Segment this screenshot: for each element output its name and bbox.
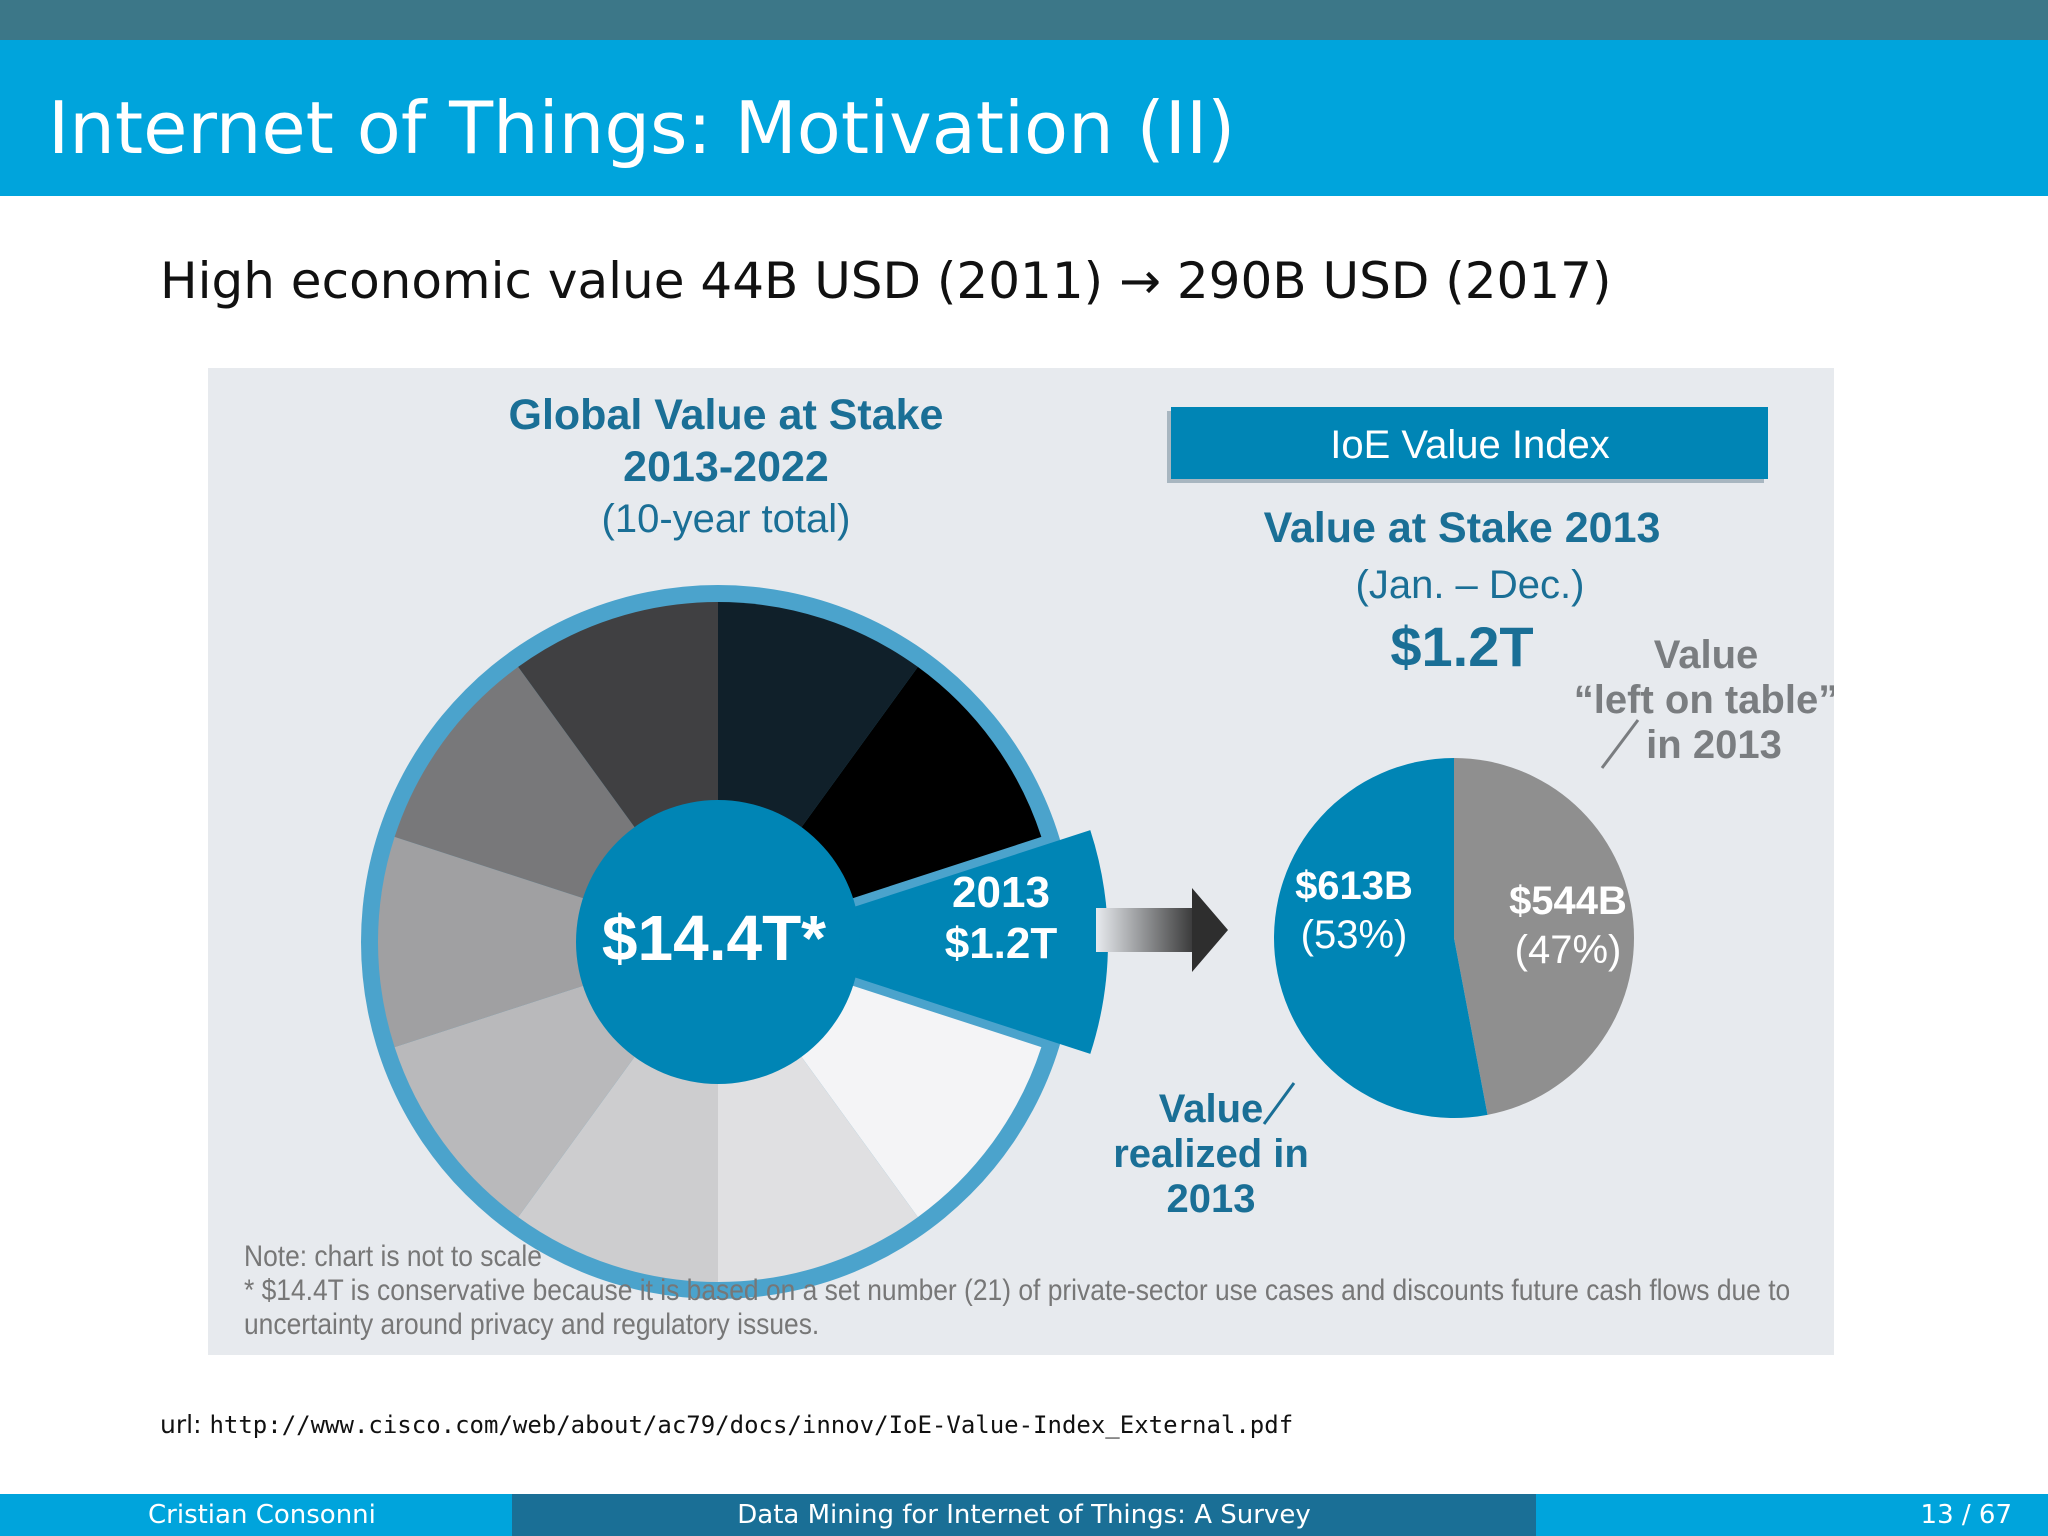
right-pie-slice-realized bbox=[1274, 758, 1488, 1118]
left-pie-slice-2013 bbox=[746, 830, 1108, 1054]
realized-value-label: $613B bbox=[1295, 864, 1413, 908]
arrow-right-icon bbox=[1096, 888, 1228, 972]
realized-callout-2: realized in bbox=[1113, 1132, 1309, 1176]
left-on-table-callout-2: “left on table” bbox=[1574, 678, 1834, 722]
chart-note: Note: chart is not to scale bbox=[244, 1240, 542, 1273]
realized-leader bbox=[1262, 1082, 1296, 1125]
left-on-table-callout-3: in 2013 bbox=[1646, 723, 1782, 767]
footer-page-number: 13 / 67 bbox=[1920, 1500, 2012, 1530]
center-circle bbox=[576, 800, 860, 1084]
index-box bbox=[1171, 407, 1768, 479]
url-prefix: url: bbox=[160, 1410, 202, 1439]
slide-title: Internet of Things: Motivation (II) bbox=[48, 86, 1236, 170]
title-bar bbox=[0, 40, 2048, 196]
right-chart-period: (Jan. – Dec.) bbox=[1356, 563, 1585, 607]
left-on-table-percent-label: (47%) bbox=[1515, 928, 1622, 972]
realized-callout-1: Value bbox=[1159, 1087, 1264, 1131]
url-link[interactable]: http://www.cisco.com/web/about/ac79/docs… bbox=[209, 1411, 1294, 1439]
footer-title-cell: Data Mining for Internet of Things: A Su… bbox=[512, 1494, 1536, 1536]
left-chart-subtitle: (10-year total) bbox=[602, 497, 851, 541]
right-pie-slices bbox=[1274, 758, 1635, 1118]
right-chart-total: $1.2T bbox=[1390, 615, 1533, 678]
footer-author: Cristian Consonni bbox=[148, 1500, 376, 1530]
wedge-value-label: $1.2T bbox=[945, 919, 1058, 968]
left-chart-title: Global Value at Stake bbox=[509, 391, 944, 439]
source-url: url: http://www.cisco.com/web/about/ac79… bbox=[160, 1410, 1293, 1439]
chart-footnote: * $14.4T is conservative because it is b… bbox=[244, 1274, 1791, 1341]
figure-notes: Note: chart is not to scale * $14.4T is … bbox=[244, 1240, 1790, 1342]
bullet-economic-value: High economic value 44B USD (2011) → 290… bbox=[160, 252, 1612, 310]
ioe-value-figure: Global Value at Stake 2013-2022 (10-year… bbox=[208, 368, 1834, 1355]
index-box-label: IoE Value Index bbox=[1330, 423, 1609, 467]
left-on-table-callout-1: Value bbox=[1654, 633, 1759, 677]
left-on-table-leader bbox=[1600, 719, 1640, 769]
left-pie-slice bbox=[377, 836, 718, 1048]
ioe-value-chart: Global Value at Stake 2013-2022 (10-year… bbox=[361, 391, 1834, 1299]
wedge-year-label: 2013 bbox=[952, 868, 1050, 917]
left-chart-years: 2013-2022 bbox=[623, 443, 829, 491]
realized-percent-label: (53%) bbox=[1301, 913, 1408, 957]
center-total-label: $14.4T* bbox=[602, 902, 826, 974]
realized-callout-3: 2013 bbox=[1167, 1177, 1256, 1221]
footer-talk-title: Data Mining for Internet of Things: A Su… bbox=[737, 1500, 1311, 1530]
top-strip bbox=[0, 0, 2048, 40]
footer: Cristian Consonni Data Mining for Intern… bbox=[0, 1494, 2048, 1536]
right-chart-title: Value at Stake 2013 bbox=[1264, 504, 1661, 552]
left-on-table-value-label: $544B bbox=[1509, 879, 1627, 923]
footer-author-cell: Cristian Consonni bbox=[0, 1494, 512, 1536]
right-pie-slice-left-on-table bbox=[1454, 758, 1635, 1115]
footer-page-cell: 13 / 67 bbox=[1536, 1494, 2048, 1536]
